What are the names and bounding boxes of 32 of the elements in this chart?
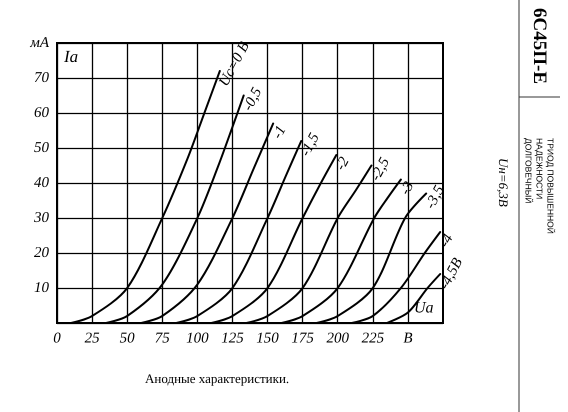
y-tick-label: мА	[29, 35, 50, 51]
x-tick-label: 225	[362, 330, 385, 346]
text: Uн=6,3В	[496, 158, 511, 207]
text: Анодные характеристики.	[145, 371, 290, 386]
text: -0,5	[240, 84, 266, 114]
text: -3,5	[422, 182, 448, 212]
text: 6С45П-Е	[529, 8, 550, 84]
x-tick-label: 50	[120, 330, 136, 346]
y-axis-title: Iа	[63, 47, 78, 66]
x-tick-label: 0	[53, 330, 62, 346]
x-tick-label: 175	[291, 330, 314, 346]
text: -4,5В	[436, 256, 466, 292]
y-tick-label: 40	[34, 175, 50, 191]
x-tick-label: 150	[256, 330, 280, 346]
text: ТРИОД ПОВЫШЕННОЙ НАДЕЖНОСТИ ДОЛГОВЕЧНЫЙ	[524, 138, 556, 236]
text: -4	[436, 231, 457, 250]
y-tick-label: 60	[34, 105, 50, 121]
x-tick-label: 200	[326, 330, 350, 346]
y-tick-label: 30	[33, 210, 50, 226]
x-axis-title: Uа	[414, 300, 434, 316]
y-tick-label: 50	[34, 140, 50, 156]
text: -2	[332, 154, 353, 174]
text: -2,5	[368, 154, 394, 184]
x-tick-label: 125	[221, 330, 244, 346]
y-tick-label: 20	[34, 245, 50, 261]
x-tick-label: 100	[186, 330, 210, 346]
x-tick-label: В	[403, 330, 412, 346]
x-tick-label: 75	[154, 330, 170, 346]
y-tick-label: 70	[34, 70, 50, 86]
x-tick-label: 25	[84, 330, 100, 346]
y-tick-label: 10	[34, 280, 50, 296]
text: -1	[270, 123, 290, 142]
